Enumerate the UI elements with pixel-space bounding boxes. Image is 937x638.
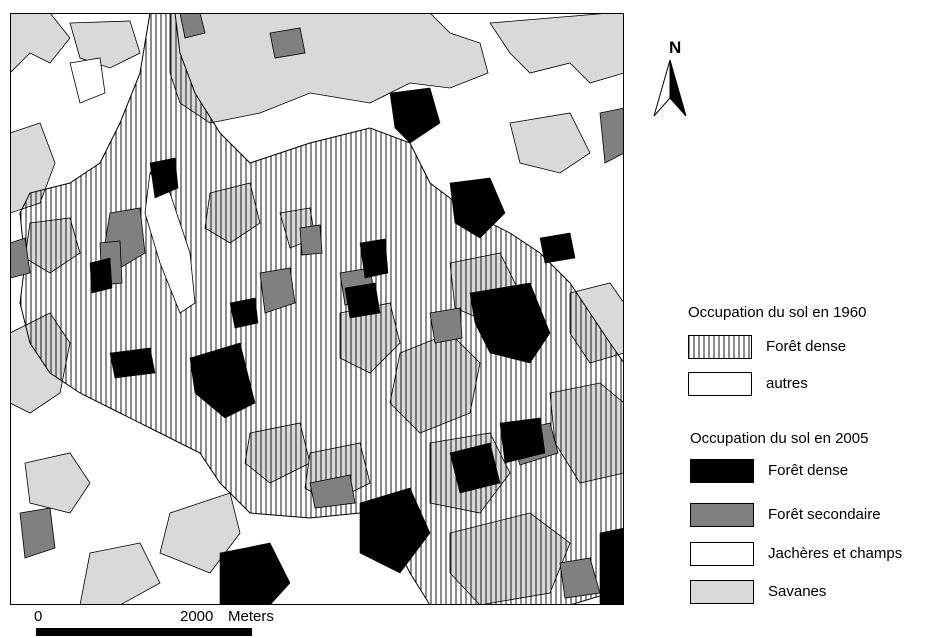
dense-forest-patch [449, 442, 501, 494]
savanna-patch [79, 542, 161, 605]
savanna-patch [10, 13, 71, 74]
dense-forest-patch [449, 177, 506, 239]
legend-label: Savanes [768, 583, 827, 600]
dense-forest-patch [539, 232, 576, 264]
legend-label: Forêt dense [766, 338, 847, 355]
secondary-forest-patch [599, 107, 624, 164]
savanna-patch [489, 13, 624, 84]
north-label: N [669, 38, 682, 57]
north-arrow-icon [653, 59, 687, 117]
hatch-swatch [688, 335, 752, 359]
dense-forest-patch [189, 342, 256, 419]
secondary-forest-patch [429, 307, 463, 344]
map-frame [10, 13, 624, 605]
dense-forest-patch [149, 157, 179, 199]
secondary-forest-patch [269, 27, 306, 59]
secondary-forest-patch [179, 13, 206, 39]
legend-2005-title: Occupation du sol en 2005 [690, 430, 869, 447]
dense-forest-patch [499, 417, 546, 464]
dense-forest-patch [389, 87, 441, 144]
legend-label: autres [766, 375, 808, 392]
legend-1960-title: Occupation du sol en 1960 [688, 304, 867, 321]
secondary-forest-patch [259, 267, 296, 314]
dense-forest-patch [469, 282, 551, 364]
dense-forest-patch [219, 542, 291, 605]
savanna-patch [69, 20, 141, 69]
dense-forest-patch [359, 238, 389, 279]
scale-end-label: 2000 [180, 608, 214, 625]
fallow-patch [144, 172, 196, 314]
scale-bar-line [36, 628, 252, 636]
fallow-patch [69, 57, 106, 104]
dense-forest-patch [599, 527, 624, 605]
savanna-patch [509, 112, 591, 174]
secondary-forest-patch [299, 224, 323, 256]
fallow-patches [69, 57, 196, 314]
white-swatch [688, 372, 752, 396]
land-cover-map [10, 13, 624, 605]
light-grey-swatch [690, 580, 754, 604]
scale-bar: 0 2000 Meters [30, 608, 330, 638]
scale-unit-label: Meters [228, 608, 274, 625]
savanna-patch [24, 452, 91, 514]
secondary-forest-patch [19, 507, 56, 559]
secondary-forest-patch [10, 237, 31, 279]
legend-label: Forêt secondaire [768, 506, 881, 523]
grey-swatch [690, 503, 754, 527]
dense-forest-patch [229, 297, 259, 329]
dense-forest-patch [359, 487, 431, 574]
dense-forest-patch [344, 282, 381, 319]
dense-forest-patch [109, 347, 156, 379]
white-swatch [690, 542, 754, 566]
dense-forest-patch [89, 257, 113, 294]
black-swatch [690, 459, 754, 483]
secondary-forest-patch [309, 474, 356, 509]
legend-label: Forêt dense [768, 462, 849, 479]
legend-label: Jachères et champs [768, 545, 903, 562]
dense-forest-2005-patches [89, 87, 624, 605]
scale-start-label: 0 [34, 608, 43, 625]
